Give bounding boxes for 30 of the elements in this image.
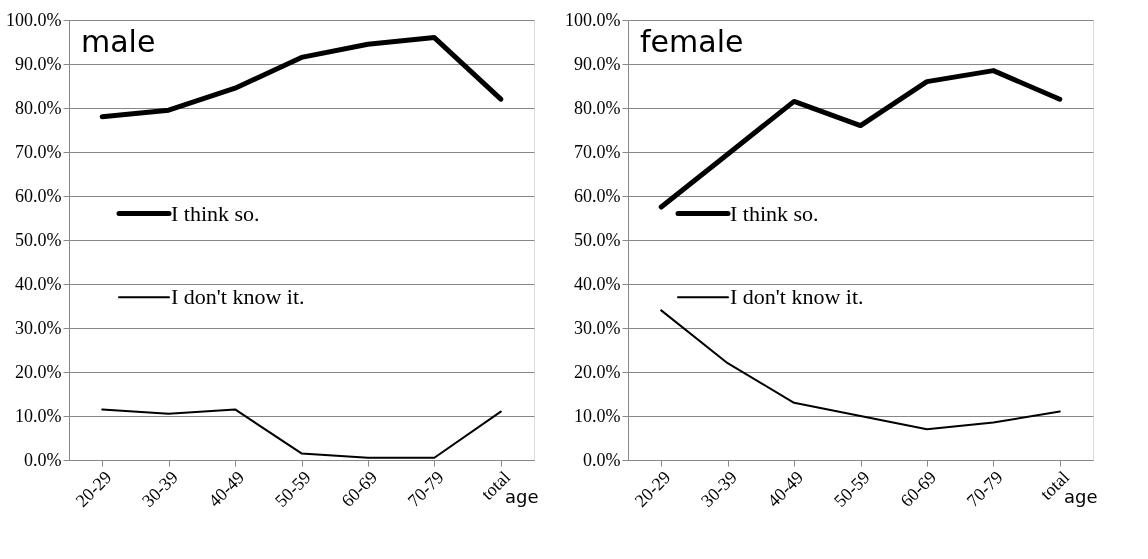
y-tick-label: 100.0% <box>6 9 62 30</box>
line-series <box>660 309 1061 431</box>
y-tick-label: 20.0% <box>574 361 621 382</box>
y-tick-label: 10.0% <box>574 405 621 426</box>
y-tick-label: 70.0% <box>574 141 621 162</box>
y-tick-label: 10.0% <box>15 405 62 426</box>
y-tick-label: 90.0% <box>574 53 621 74</box>
legend-label: I think so. <box>730 200 819 226</box>
y-tick-label: 30.0% <box>15 317 62 338</box>
y-tick-label: 20.0% <box>15 361 62 382</box>
y-tick-label: 60.0% <box>574 185 621 206</box>
y-tick-label: 50.0% <box>574 229 621 250</box>
y-tick-label: 60.0% <box>15 185 62 206</box>
legend-label: I don't know it. <box>171 284 305 310</box>
y-tick-label: 80.0% <box>574 97 621 118</box>
line-series <box>101 408 502 459</box>
chart-title: male <box>81 24 156 59</box>
legend-label: I think so. <box>171 200 260 226</box>
y-tick-label: 80.0% <box>15 97 62 118</box>
y-tick-label: 40.0% <box>15 273 62 294</box>
y-tick-label: 90.0% <box>15 53 62 74</box>
legend-label: I don't know it. <box>730 284 864 310</box>
chart-title: female <box>640 24 744 59</box>
y-tick-label: 50.0% <box>15 229 62 250</box>
y-tick-label: 70.0% <box>15 141 62 162</box>
y-tick-label: 100.0% <box>565 9 621 30</box>
y-tick-label: 30.0% <box>574 317 621 338</box>
y-tick-label: 0.0% <box>24 449 62 470</box>
y-tick-label: 40.0% <box>574 273 621 294</box>
y-tick-label: 0.0% <box>583 449 621 470</box>
